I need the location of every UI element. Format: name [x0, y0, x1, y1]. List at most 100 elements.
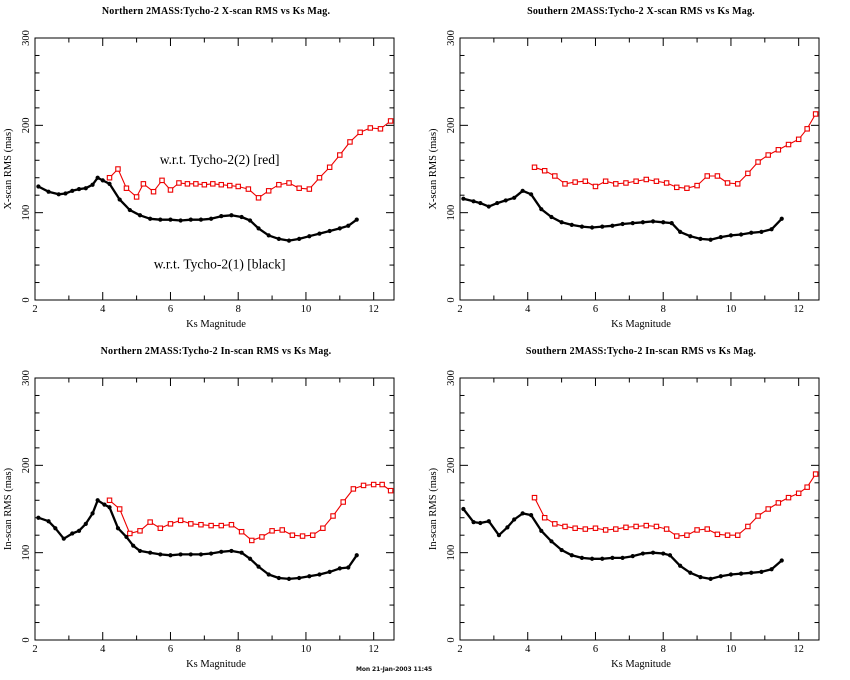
marker-open-square: [785, 494, 792, 501]
marker-filled-circle: [678, 229, 683, 234]
marker-open-square: [279, 527, 285, 533]
marker-filled-circle: [779, 558, 784, 563]
marker-filled-circle: [496, 533, 502, 538]
marker-open-square: [245, 186, 252, 192]
marker-filled-circle: [209, 551, 214, 556]
series-tycho2-1-black: [461, 188, 784, 242]
marker-filled-circle: [739, 571, 744, 576]
marker-filled-circle: [461, 196, 466, 201]
marker-open-square: [653, 523, 660, 530]
x-axis-label: Ks Magnitude: [186, 659, 246, 670]
marker-open-square: [387, 118, 394, 124]
marker-filled-circle: [630, 554, 635, 559]
series-tycho2-2-red: [106, 481, 394, 544]
y-axis-label: X-scan RMS (mas): [3, 128, 14, 210]
marker-filled-circle: [486, 519, 491, 524]
marker-open-square: [572, 525, 578, 531]
x-axis-label: Ks Magnitude: [611, 659, 671, 670]
marker-filled-circle: [70, 531, 75, 536]
marker-open-square: [320, 525, 326, 531]
marker-filled-circle: [512, 195, 517, 200]
marker-filled-circle: [354, 217, 359, 222]
marker-filled-circle: [46, 189, 51, 194]
marker-filled-circle: [708, 576, 713, 581]
marker-open-square: [337, 152, 343, 158]
marker-open-square: [804, 484, 810, 490]
marker-open-square: [684, 185, 690, 191]
marker-filled-circle: [100, 178, 105, 183]
marker-open-square: [684, 532, 690, 538]
marker-open-square: [377, 126, 384, 132]
series-line-tycho2-1-black: [463, 189, 783, 241]
marker-open-square: [663, 526, 670, 532]
marker-filled-circle: [520, 511, 525, 516]
marker-open-square: [150, 188, 157, 195]
marker-filled-circle: [505, 525, 510, 530]
series-tycho2-1-black: [36, 498, 359, 581]
marker-open-square: [167, 521, 174, 527]
marker-filled-circle: [600, 556, 605, 561]
x-tick-label: 2: [32, 644, 37, 655]
marker-open-square: [541, 514, 548, 521]
marker-filled-circle: [188, 552, 193, 557]
marker-open-square: [734, 181, 741, 187]
y-tick-label: 100: [446, 545, 457, 561]
marker-filled-circle: [76, 528, 82, 533]
marker-filled-circle: [495, 200, 500, 206]
y-tick-label: 200: [446, 117, 457, 133]
marker-open-square: [582, 526, 589, 532]
marker-open-square: [602, 527, 609, 533]
marker-open-square: [218, 181, 225, 188]
marker-filled-circle: [346, 223, 351, 228]
marker-filled-circle: [559, 220, 564, 225]
marker-open-square: [552, 173, 558, 179]
marker-filled-circle: [107, 181, 112, 186]
marker-open-square: [296, 185, 302, 191]
marker-filled-circle: [36, 184, 41, 189]
marker-filled-circle: [759, 569, 764, 574]
marker-open-square: [633, 178, 639, 184]
marker-filled-circle: [219, 549, 224, 554]
marker-open-square: [755, 159, 761, 165]
marker-open-square: [704, 173, 710, 179]
marker-filled-circle: [688, 570, 693, 575]
marker-open-square: [357, 129, 363, 136]
marker-filled-circle: [107, 505, 112, 510]
marker-filled-circle: [759, 229, 764, 234]
marker-filled-circle: [728, 233, 734, 238]
marker-filled-circle: [229, 213, 234, 218]
y-tick-label: 300: [446, 370, 457, 386]
x-tick-label: 4: [100, 304, 106, 315]
annotation-label: w.r.t. Tycho-2(1) [black]: [154, 257, 286, 272]
marker-open-square: [106, 497, 113, 504]
tick-labels: 2 4 6 8 10 12 0 100 200 300: [21, 370, 379, 655]
marker-open-square: [653, 178, 660, 184]
marker-open-square: [269, 528, 275, 534]
marker-open-square: [249, 537, 255, 544]
marker-filled-circle: [46, 519, 51, 524]
plot-northern-xscan: Northern 2MASS:Tycho-2 X-scan RMS vs Ks …: [0, 0, 425, 340]
marker-open-square: [643, 176, 650, 183]
marker-filled-circle: [239, 214, 244, 220]
marker-filled-circle: [589, 225, 595, 230]
marker-filled-circle: [708, 237, 713, 242]
marker-open-square: [347, 139, 353, 145]
marker-filled-circle: [286, 576, 292, 581]
marker-filled-circle: [549, 214, 554, 220]
y-tick-label: 0: [21, 637, 32, 642]
marker-filled-circle: [539, 528, 544, 533]
marker-filled-circle: [549, 539, 554, 544]
marker-filled-circle: [529, 513, 534, 518]
marker-filled-circle: [739, 232, 744, 237]
marker-filled-circle: [219, 214, 224, 219]
x-axis-label: Ks Magnitude: [186, 319, 246, 330]
marker-filled-circle: [698, 236, 703, 241]
marker-open-square: [633, 523, 639, 530]
chart-svg-southern-inscan: Southern 2MASS:Tycho-2 In-scan RMS vs Ks…: [428, 346, 820, 670]
marker-open-square: [592, 183, 599, 190]
marker-filled-circle: [569, 222, 574, 227]
marker-open-square: [795, 490, 802, 497]
series-tycho2-2-red: [531, 111, 819, 191]
marker-open-square: [316, 174, 323, 181]
tick-labels: 2 4 6 8 10 12 0 100 200 300: [446, 370, 804, 655]
